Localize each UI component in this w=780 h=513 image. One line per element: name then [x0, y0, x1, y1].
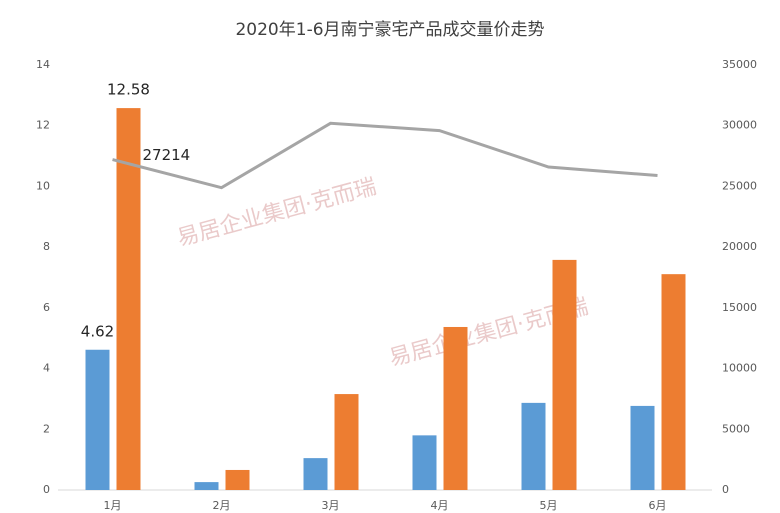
y2-tick-label: 20000 — [722, 240, 757, 253]
y-tick-label: 8 — [43, 240, 50, 253]
bar — [521, 402, 546, 490]
y-tick-label: 4 — [43, 362, 50, 375]
watermark: 易居企业集团·克而瑞 — [175, 174, 379, 251]
y2-tick-label: 5000 — [722, 422, 750, 435]
bar — [85, 349, 110, 490]
bar — [303, 458, 328, 490]
y2-tick-label: 35000 — [722, 58, 757, 71]
bar — [412, 435, 437, 490]
x-tick-label: 2月 — [213, 499, 231, 512]
y2-tick-label: 25000 — [722, 179, 757, 192]
bar — [334, 394, 359, 490]
bar — [443, 326, 468, 490]
y-tick-label: 0 — [43, 483, 50, 496]
x-tick-label: 6月 — [649, 499, 667, 512]
y-tick-label: 2 — [43, 422, 50, 435]
line — [112, 121, 658, 190]
y-tick-label: 6 — [43, 301, 50, 314]
bar — [630, 405, 655, 490]
bar — [116, 108, 141, 490]
bar — [225, 469, 250, 490]
x-tick-label: 4月 — [431, 499, 449, 512]
y2-tick-label: 10000 — [722, 362, 757, 375]
data-label: 4.62 — [81, 322, 114, 340]
bar — [661, 274, 686, 490]
x-tick-label: 3月 — [322, 499, 340, 512]
data-label: 27214 — [143, 146, 191, 164]
data-label: 12.58 — [107, 81, 150, 99]
y-tick-label: 10 — [36, 179, 50, 192]
bar — [552, 259, 577, 490]
y2-tick-label: 0 — [722, 483, 729, 496]
y-tick-label: 12 — [36, 119, 50, 132]
chart-title: 2020年1-6月南宁豪宅产品成交量价走势 — [235, 19, 544, 40]
x-tick-label: 5月 — [540, 499, 558, 512]
y2-tick-label: 30000 — [722, 119, 757, 132]
y-tick-label: 14 — [36, 58, 50, 71]
x-tick-label: 1月 — [104, 499, 122, 512]
bar — [194, 482, 219, 490]
y2-tick-label: 15000 — [722, 301, 757, 314]
